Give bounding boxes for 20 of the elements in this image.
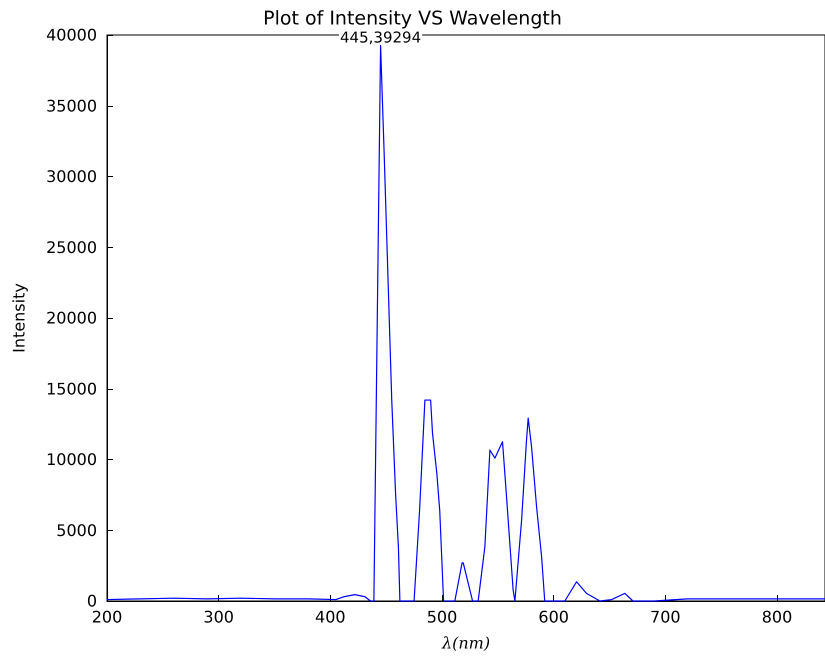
x-axis-title: λ(nm) (440, 634, 490, 652)
x-tick-label: 800 (762, 608, 792, 626)
y-tick-label: 20000 (46, 308, 97, 328)
x-tick-label: 300 (203, 608, 234, 626)
y-tick-label: 5000 (56, 520, 97, 540)
y-axis-title: Intensity (10, 283, 28, 353)
x-tick-label: 200 (92, 608, 122, 626)
y-tick-label: 0 (86, 592, 97, 610)
y-tick-label: 25000 (46, 238, 97, 257)
x-tick-label: 500 (426, 608, 458, 626)
y-tick-label: 30000 (46, 167, 97, 186)
chart-title: Plot of Intensity VS Wavelength (263, 8, 562, 30)
annotation: 445,39294 (340, 28, 422, 46)
y-tick-label: 40000 (46, 26, 97, 44)
x-tick-label: 700 (650, 608, 681, 626)
y-tick-label: 10000 (46, 450, 97, 469)
y-tick-label: 35000 (46, 96, 97, 116)
x-tick-label: 600 (538, 608, 569, 626)
x-tick-label: 400 (315, 608, 346, 626)
y-tick-label: 15000 (46, 379, 97, 398)
